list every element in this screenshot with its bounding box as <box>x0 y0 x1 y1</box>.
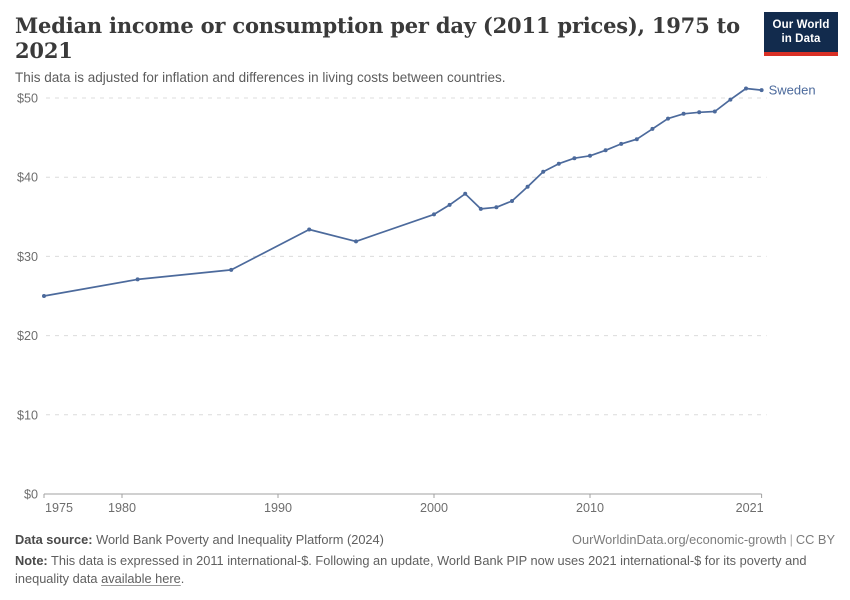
data-point[interactable] <box>510 199 514 203</box>
attribution-separator: | <box>789 532 793 547</box>
y-tick-label: $50 <box>17 92 38 106</box>
data-point[interactable] <box>229 267 234 272</box>
data-point[interactable] <box>744 86 748 91</box>
chart-header: Median income or consumption per day (20… <box>15 13 750 87</box>
data-point[interactable] <box>572 156 577 161</box>
x-tick-label: 1990 <box>264 501 292 515</box>
data-point[interactable] <box>712 109 717 114</box>
data-point[interactable] <box>681 111 686 116</box>
data-point[interactable] <box>307 227 312 232</box>
owid-logo-line1: Our World <box>772 19 830 31</box>
data-point[interactable] <box>603 148 608 153</box>
data-point[interactable] <box>697 110 702 115</box>
chart-subtitle: This data is adjusted for inflation and … <box>15 70 506 86</box>
data-point[interactable] <box>634 137 639 142</box>
data-point[interactable] <box>619 141 624 146</box>
note-period: . <box>180 570 185 586</box>
chart-line-sweden[interactable] <box>43 87 762 297</box>
data-point[interactable] <box>494 205 499 210</box>
chart-note: Note: This data is expressed in 2011 int… <box>15 552 835 587</box>
data-point[interactable] <box>463 191 468 196</box>
data-point[interactable] <box>650 126 655 131</box>
data-point[interactable] <box>135 277 140 282</box>
data-point[interactable] <box>354 239 358 244</box>
chart-footer: Data source: World Bank Poverty and Ineq… <box>15 531 835 587</box>
x-tick-label: 1980 <box>108 501 136 515</box>
y-tick-label: $30 <box>17 250 38 264</box>
owid-logo-line2: in Data <box>781 33 821 46</box>
data-point[interactable] <box>525 184 530 189</box>
owid-logo[interactable]: Our World in Data <box>764 12 838 56</box>
x-tick-label: 2010 <box>576 501 604 515</box>
data-source-value: World Bank Poverty and Inequality Platfo… <box>96 532 384 547</box>
data-point[interactable] <box>432 212 436 217</box>
data-point[interactable] <box>42 294 46 298</box>
page-title: Median income or consumption per day (20… <box>15 13 740 64</box>
data-point[interactable] <box>728 97 733 102</box>
data-point[interactable] <box>541 169 546 174</box>
data-source: Data source: World Bank Poverty and Ineq… <box>15 531 384 548</box>
note-text: This data is expressed in 2011 internati… <box>15 553 807 586</box>
y-tick-label: $20 <box>17 329 38 343</box>
series-label-sweden[interactable]: Sweden <box>769 83 816 98</box>
data-point[interactable] <box>666 116 670 121</box>
attribution-url[interactable]: OurWorldinData.org/economic-growth <box>572 532 787 547</box>
data-point[interactable] <box>478 206 483 211</box>
x-tick-label: 2000 <box>420 501 448 515</box>
data-point[interactable] <box>759 88 764 93</box>
data-source-label: Data source: <box>15 532 93 547</box>
data-point[interactable] <box>447 202 452 207</box>
note-label: Note: <box>15 553 48 569</box>
y-tick-label: $10 <box>17 408 38 422</box>
x-tick-label: 1975 <box>45 501 73 515</box>
data-point[interactable] <box>556 161 561 166</box>
x-tick-label: 2021 <box>736 501 764 515</box>
attribution: OurWorldinData.org/economic-growth | CC BY <box>572 531 835 548</box>
y-tick-label: $0 <box>24 488 38 502</box>
license-badge: CC BY <box>795 532 835 547</box>
data-point[interactable] <box>588 153 592 158</box>
line-chart-plot: $0 $10 $20 $30 $40 $50 1975 1980 1990 2000 2010 202… <box>17 83 816 515</box>
available-here-link[interactable]: available here <box>101 570 181 586</box>
y-tick-label: $40 <box>17 171 38 185</box>
